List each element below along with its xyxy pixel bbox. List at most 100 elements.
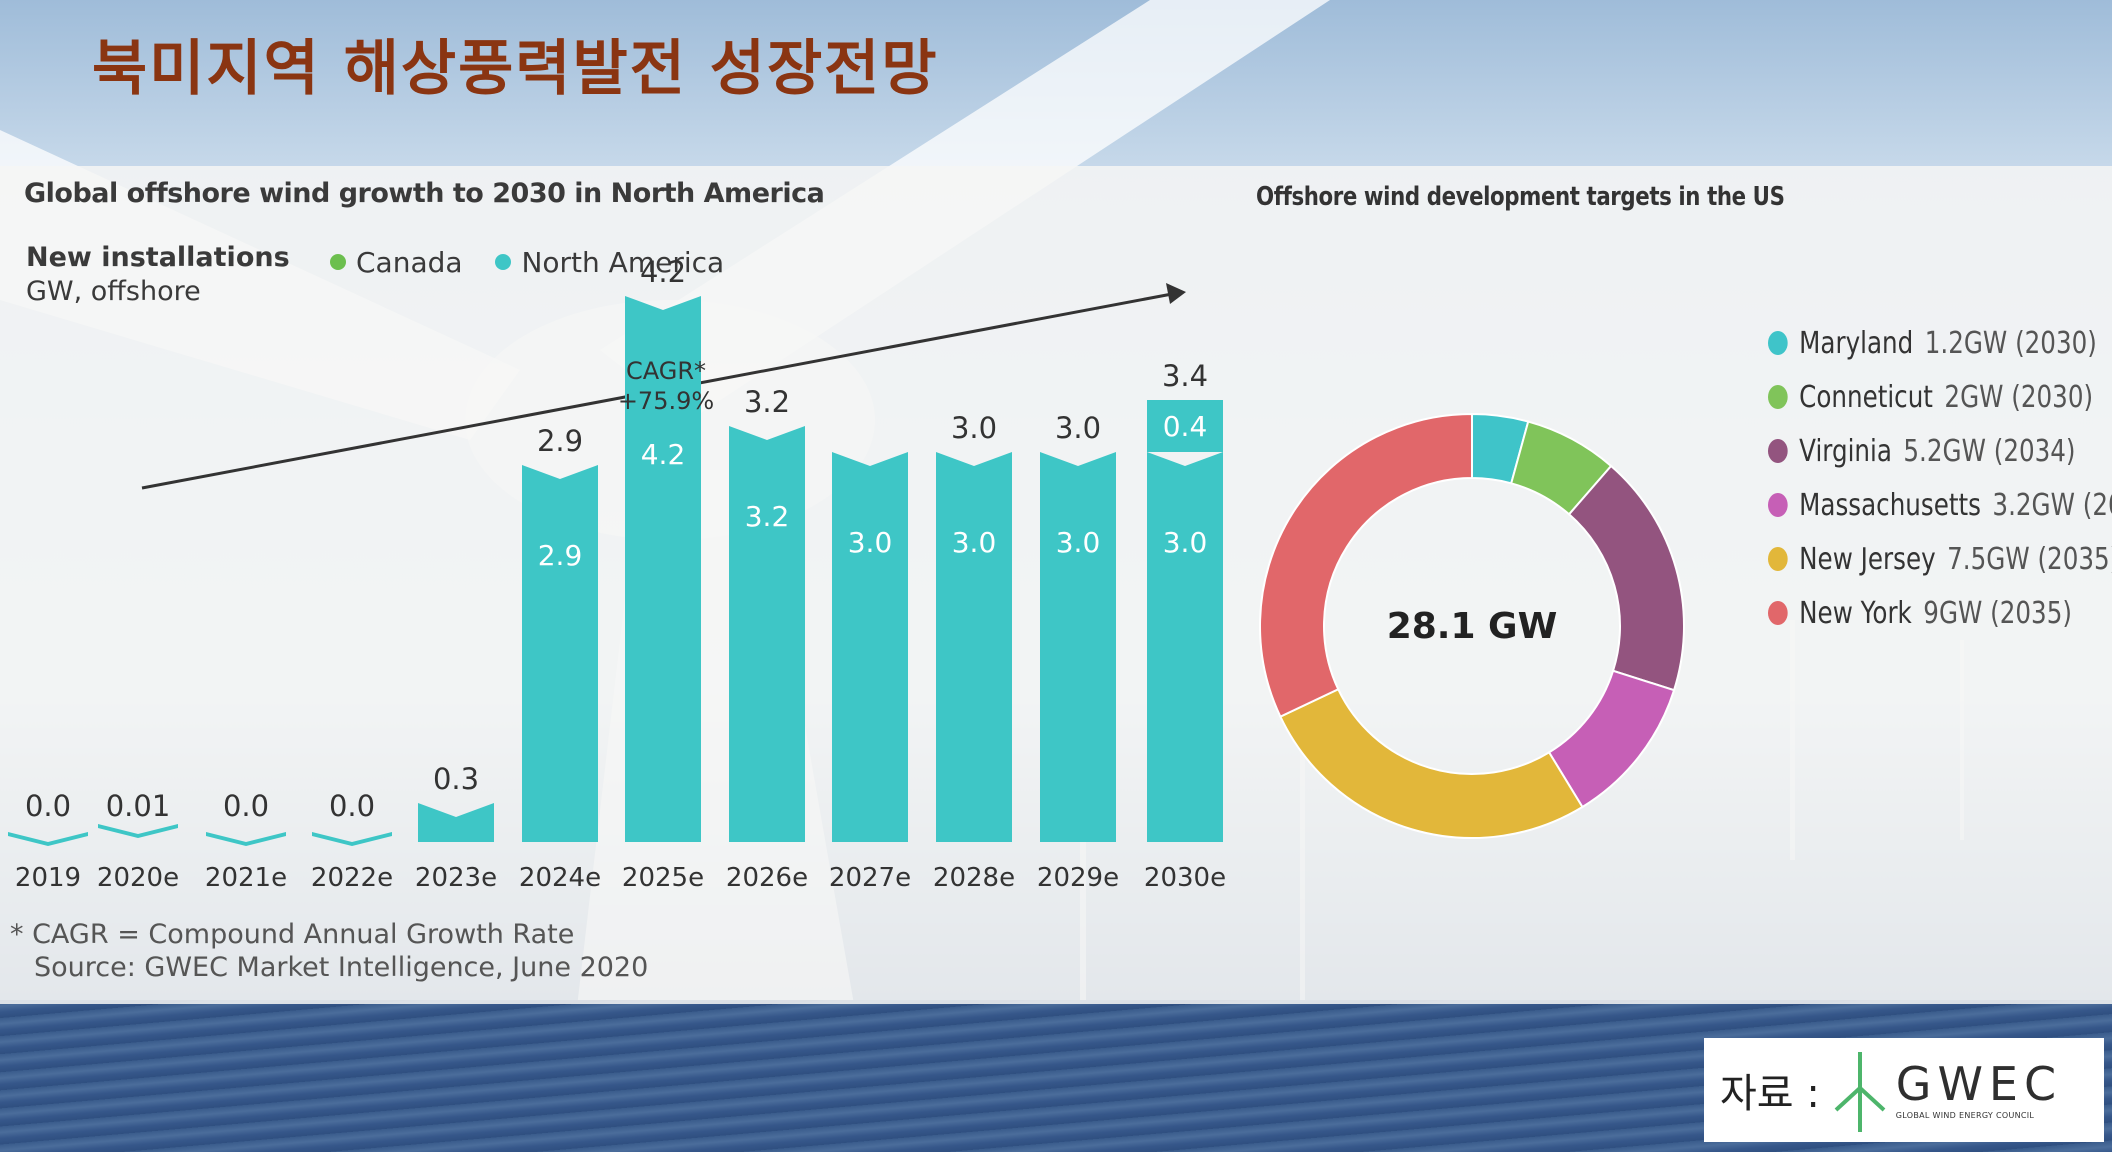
- donut-legend-value-new-york: 9GW (2035): [1923, 595, 2072, 631]
- bar-total-label-2029e: 3.0: [1055, 411, 1101, 445]
- bar-2024e: [522, 465, 598, 842]
- footnote-source: Source: GWEC Market Intelligence, June 2…: [34, 952, 649, 983]
- bar-2020e: [98, 824, 178, 838]
- bar-2029e: [1040, 452, 1116, 842]
- bar-chart-footnotes: * CAGR = Compound Annual Growth Rate Sou…: [10, 918, 648, 984]
- bar-2025e: [625, 296, 701, 842]
- donut-chart-title: Offshore wind development targets in the…: [1256, 182, 1785, 212]
- cagr-annotation-line2: +75.9%: [617, 387, 715, 415]
- cagr-annotation-line1: CAGR*: [625, 357, 707, 385]
- bar-2023e: [418, 803, 494, 842]
- donut-legend-label-conneticut: Conneticut: [1799, 379, 1933, 415]
- bar-2030e: [1147, 452, 1223, 842]
- bar-inner-label-2024e: 2.9: [538, 539, 583, 572]
- bar-inner-label-2030e: 3.0: [1163, 526, 1208, 559]
- donut-legend-item-conneticut: Conneticut 2GW (2030): [1768, 370, 2112, 424]
- bar-total-label-2025e: 4.2: [640, 255, 686, 289]
- legend-item-canada: Canada: [330, 246, 463, 279]
- legend-dot-canada: [330, 254, 346, 270]
- source-logo-box: 자료 : GWEC GLOBAL WIND ENERGY COUNCIL: [1704, 1038, 2104, 1142]
- gwec-logo-text: GWEC: [1895, 1056, 2063, 1111]
- donut-legend-dot-new-jersey: [1768, 547, 1788, 571]
- footnote-cagr: * CAGR = Compound Annual Growth Rate: [10, 919, 575, 950]
- legend-label-north-america: North America: [521, 245, 725, 279]
- x-tick-2020e: 2020e: [97, 863, 179, 893]
- donut-legend: Maryland 1.2GW (2030) Conneticut 2GW (2030)…: [1768, 316, 2112, 640]
- bar-2028e: [936, 452, 1012, 842]
- donut-legend-dot-massachusetts: [1768, 493, 1788, 517]
- donut-legend-item-maryland: Maryland 1.2GW (2030): [1768, 316, 2112, 370]
- x-tick-2022e: 2022e: [311, 863, 393, 893]
- donut-legend-value-new-jersey: 7.5GW (2035): [1947, 541, 2112, 577]
- bar-chart-ylabel: New installations: [26, 242, 290, 273]
- gwec-logo-subtext: GLOBAL WIND ENERGY COUNCIL: [1895, 1110, 2035, 1120]
- bar-inner-label-2025e: 4.2: [641, 438, 686, 471]
- bar-total-label-2024e: 2.9: [537, 424, 583, 458]
- donut-legend-label-new-jersey: New Jersey: [1799, 541, 1936, 577]
- donut-legend-dot-maryland: [1768, 331, 1788, 355]
- bar-2022e: [312, 832, 392, 846]
- x-tick-2023e: 2023e: [415, 863, 497, 893]
- x-tick-2021e: 2021e: [205, 863, 287, 893]
- bar-2019: [8, 832, 88, 846]
- cagr-arrow-head: [1166, 283, 1186, 304]
- gwec-logo: GWEC GLOBAL WIND ENERGY COUNCIL: [1896, 1061, 2062, 1120]
- donut-legend-dot-conneticut: [1768, 385, 1788, 409]
- bar-chart-ylabel-unit: GW, offshore: [26, 276, 201, 307]
- donut-legend-value-massachusetts: 3.2GW (2035): [1992, 487, 2112, 523]
- bar-total-label-2021e: 0.0: [223, 789, 269, 823]
- donut-center-label: 28.1 GW: [1387, 606, 1558, 647]
- bar-segment-label-2030e: 0.4: [1163, 410, 1208, 443]
- bar-inner-label-2028e: 3.0: [952, 526, 997, 559]
- donut-slice-new-jersey: [1279, 687, 1584, 839]
- donut-legend-item-new-jersey: New Jersey 7.5GW (2035): [1768, 532, 2112, 586]
- bar-2021e: [206, 832, 286, 846]
- x-tick-2026e: 2026e: [726, 863, 808, 893]
- donut-legend-value-virginia: 5.2GW (2034): [1903, 433, 2076, 469]
- donut-slice-new-york: [1259, 412, 1473, 718]
- bar-chart-legend: Canada North America: [330, 244, 748, 279]
- x-tick-2027e: 2027e: [829, 863, 911, 893]
- legend-item-north-america: North America: [495, 246, 724, 279]
- source-label: 자료 :: [1720, 1071, 1820, 1117]
- legend-dot-north-america: [495, 254, 512, 270]
- bar-total-label-2022e: 0.0: [329, 789, 375, 823]
- x-tick-2019: 2019: [15, 863, 81, 893]
- donut-legend-label-new-york: New York: [1799, 595, 1912, 631]
- bar-inner-label-2026e: 3.2: [745, 500, 790, 533]
- gwec-logo-icon: [1834, 1052, 1886, 1132]
- bar-total-label-2030e: 3.4: [1162, 359, 1208, 393]
- cagr-annotation: CAGR* +75.9%: [610, 356, 722, 416]
- donut-legend-item-massachusetts: Massachusetts 3.2GW (2035): [1768, 478, 2112, 532]
- donut-legend-label-maryland: Maryland: [1799, 325, 1914, 361]
- donut-legend-item-virginia: Virginia 5.2GW (2034): [1768, 424, 2112, 478]
- legend-label-canada: Canada: [356, 245, 463, 279]
- bar-total-label-2028e: 3.0: [951, 411, 997, 445]
- donut-legend-dot-new-york: [1768, 601, 1788, 625]
- bar-chart-title: Global offshore wind growth to 2030 in N…: [24, 178, 825, 209]
- bar-segment-2030e: [1147, 400, 1223, 452]
- donut-legend-label-massachusetts: Massachusetts: [1799, 487, 1981, 523]
- bar-total-label-2026e: 3.2: [744, 385, 790, 419]
- x-tick-2028e: 2028e: [933, 863, 1015, 893]
- donut-legend-label-virginia: Virginia: [1799, 433, 1892, 469]
- x-tick-2024e: 2024e: [519, 863, 601, 893]
- donut-legend-item-new-york: New York 9GW (2035): [1768, 586, 2112, 640]
- bar-2027e: [832, 452, 908, 842]
- page-title: 북미지역 해상풍력발전 성장전망: [92, 34, 939, 104]
- bar-inner-label-2029e: 3.0: [1056, 526, 1101, 559]
- donut-legend-value-conneticut: 2GW (2030): [1944, 379, 2094, 415]
- x-tick-2025e: 2025e: [622, 863, 704, 893]
- bar-total-label-2020e: 0.01: [106, 789, 171, 823]
- x-tick-2029e: 2029e: [1037, 863, 1119, 893]
- donut-legend-dot-virginia: [1768, 439, 1788, 463]
- bar-total-label-2023e: 0.3: [433, 762, 479, 796]
- x-tick-2030e: 2030e: [1144, 863, 1226, 893]
- donut-legend-value-maryland: 1.2GW (2030): [1924, 325, 2097, 361]
- bar-2026e: [729, 426, 805, 842]
- donut-slice-virginia: [1567, 464, 1685, 692]
- bar-inner-label-2027e: 3.0: [848, 526, 893, 559]
- bar-total-label-2019: 0.0: [25, 789, 71, 823]
